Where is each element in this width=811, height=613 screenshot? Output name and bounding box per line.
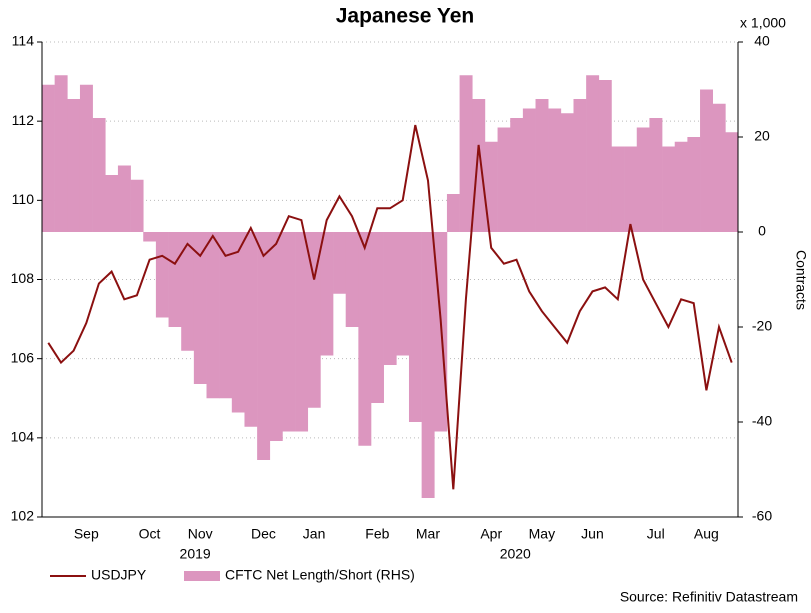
- x-tick-label: Nov: [188, 526, 213, 542]
- y-tick-label: 104: [11, 429, 35, 445]
- area-step: [624, 146, 638, 232]
- area-step: [459, 75, 473, 232]
- area-step: [307, 232, 321, 408]
- area-step: [484, 141, 498, 232]
- area-step: [295, 232, 309, 432]
- y-tick-label: 114: [12, 33, 35, 49]
- x-tick-label: Jun: [581, 526, 604, 542]
- area-step: [687, 137, 701, 232]
- area-step: [92, 118, 106, 232]
- y-tick-label: 108: [11, 270, 35, 286]
- y2-tick-label: 40: [754, 33, 770, 49]
- legend-label: USDJPY: [91, 567, 147, 583]
- y2-axis-label: Contracts: [793, 250, 809, 310]
- area-step: [446, 194, 460, 232]
- area-step: [497, 127, 511, 232]
- area-step: [712, 103, 726, 232]
- area-step: [333, 232, 347, 294]
- area-step: [54, 75, 68, 232]
- area-step: [598, 80, 612, 232]
- area-step: [371, 232, 384, 403]
- area-step: [257, 232, 271, 460]
- area-step: [130, 179, 144, 232]
- year-label: 2020: [500, 546, 531, 562]
- area-step: [586, 75, 600, 232]
- area-step: [408, 232, 422, 422]
- area-step: [573, 99, 587, 232]
- y2-unit: x 1,000: [740, 15, 786, 31]
- area-step: [269, 232, 283, 441]
- y2-tick-label: 0: [758, 223, 766, 239]
- x-tick-label: Feb: [365, 526, 389, 542]
- y-tick-label: 102: [11, 508, 35, 524]
- area-step: [42, 84, 55, 232]
- area-step: [244, 232, 258, 427]
- area-step: [345, 232, 359, 327]
- source: Source: Refinitiv Datastream: [620, 589, 798, 605]
- legend-swatch: [184, 571, 220, 581]
- area-step: [105, 175, 119, 232]
- area-step: [383, 232, 397, 365]
- area-step: [231, 232, 245, 413]
- area-step: [143, 232, 157, 242]
- x-tick-label: Jan: [303, 526, 326, 542]
- area-step: [193, 232, 207, 384]
- chart-title: Japanese Yen: [336, 5, 475, 28]
- area-step: [725, 132, 739, 232]
- area-step: [560, 113, 574, 232]
- area-step: [611, 146, 625, 232]
- area-step: [548, 108, 562, 232]
- area-step: [636, 127, 650, 232]
- area-step: [358, 232, 372, 446]
- y2-tick-label: -60: [752, 508, 772, 524]
- area-step: [535, 99, 549, 232]
- year-label: 2019: [180, 546, 211, 562]
- area-step: [181, 232, 195, 351]
- x-tick-label: Sep: [74, 526, 99, 542]
- area-step: [649, 118, 663, 232]
- y-tick-label: 110: [12, 191, 35, 207]
- area-step: [320, 232, 334, 356]
- x-tick-label: May: [529, 526, 555, 542]
- area-step: [206, 232, 220, 399]
- line: [47, 124, 733, 490]
- area-step: [662, 146, 676, 232]
- area-step: [522, 108, 536, 232]
- area-step: [117, 165, 131, 232]
- area-step: [79, 84, 93, 232]
- x-tick-label: Dec: [251, 526, 276, 542]
- legend-label: CFTC Net Length/Short (RHS): [225, 567, 415, 583]
- x-tick-label: Jul: [647, 526, 665, 542]
- area-step: [510, 118, 524, 232]
- y2-tick-label: 20: [754, 128, 770, 144]
- area-step: [67, 99, 81, 232]
- area-step: [472, 99, 486, 232]
- y-tick-label: 106: [11, 349, 35, 365]
- x-tick-label: Aug: [694, 526, 719, 542]
- area-step: [421, 232, 435, 498]
- area-step: [396, 232, 410, 356]
- x-tick-label: Mar: [416, 526, 440, 542]
- y2-tick-label: -20: [752, 318, 772, 334]
- area-step: [168, 232, 182, 327]
- area-step: [282, 232, 296, 432]
- area-step: [219, 232, 233, 399]
- x-tick-label: Oct: [139, 526, 161, 542]
- area-step: [674, 141, 688, 232]
- x-tick-label: Apr: [480, 526, 502, 542]
- y-tick-label: 112: [12, 112, 35, 128]
- area-step: [155, 232, 169, 318]
- y2-tick-label: -40: [752, 413, 772, 429]
- area-step: [700, 89, 713, 232]
